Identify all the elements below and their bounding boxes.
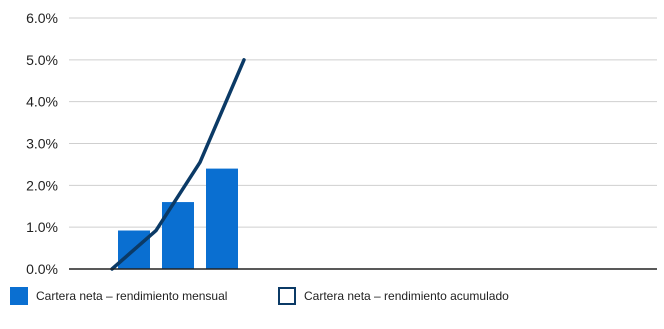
x-tick-label: mar: [210, 282, 234, 285]
legend-item-monthly: Cartera neta – rendimiento mensual: [10, 287, 227, 305]
cumulative-line: [110, 58, 246, 271]
gridlines: [69, 17, 657, 228]
y-tick-label: 2.0%: [26, 177, 58, 193]
y-axis-labels: 0.0% 1.0% 2.0% 3.0% 4.0% 5.0% 6.0%: [26, 10, 58, 277]
x-tick-label: nov: [563, 282, 586, 285]
x-tick-label: may: [297, 282, 323, 285]
y-tick-label: 1.0%: [26, 219, 58, 235]
x-axis-labels: ene mar may jul sep nov: [122, 282, 585, 285]
y-tick-label: 5.0%: [26, 52, 58, 68]
bar-series: [118, 168, 238, 269]
x-tick-label: sep: [475, 282, 498, 285]
y-tick-label: 6.0%: [26, 10, 58, 26]
line-series: [110, 58, 246, 271]
y-tick-label: 0.0%: [26, 261, 58, 277]
y-tick-label: 3.0%: [26, 136, 58, 152]
x-tick-label: ene: [122, 282, 146, 285]
bar-mar: [206, 168, 238, 269]
legend-item-cumulative: Cartera neta – rendimiento acumulado: [278, 287, 509, 305]
y-tick-label: 4.0%: [26, 94, 58, 110]
legend-swatch-cumulative: [278, 287, 296, 305]
x-tick-label: jul: [390, 282, 405, 285]
legend-swatch-monthly: [10, 287, 28, 305]
legend-label-cumulative: Cartera neta – rendimiento acumulado: [304, 289, 509, 303]
legend: Cartera neta – rendimiento mensual Carte…: [10, 287, 664, 311]
legend-label-monthly: Cartera neta – rendimiento mensual: [36, 289, 228, 303]
chart-svg: 0.0% 1.0% 2.0% 3.0% 4.0% 5.0% 6.0% ene mar may ju…: [26, 10, 657, 285]
